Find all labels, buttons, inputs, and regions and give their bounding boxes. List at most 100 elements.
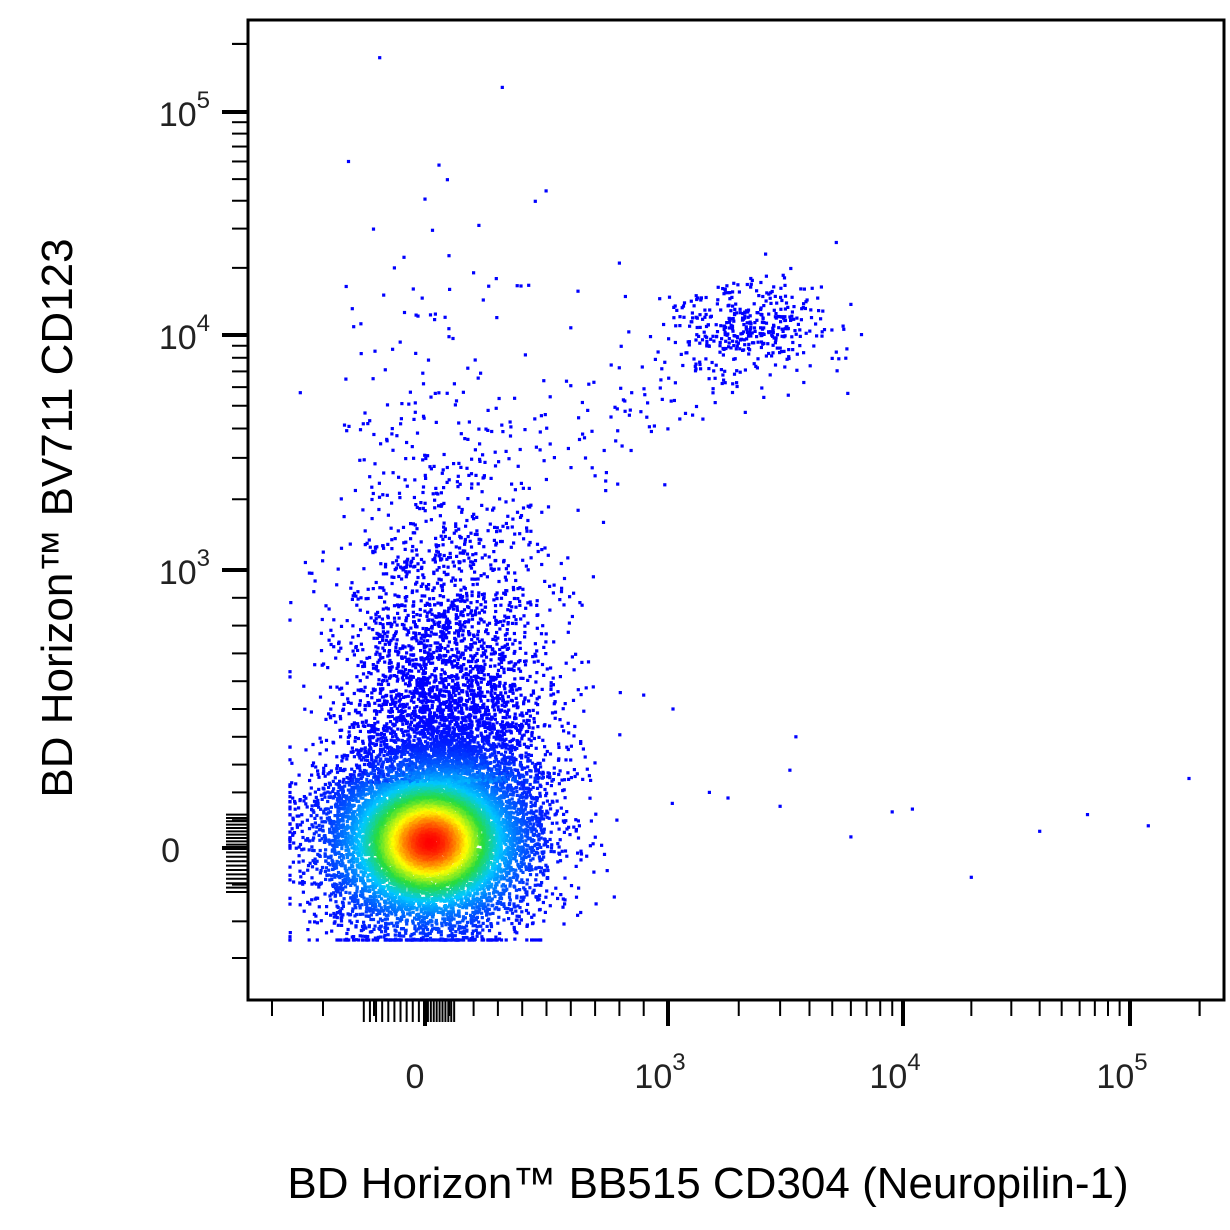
data-point-main [415,589,419,593]
data-point-main [525,878,529,882]
data-point-main [366,587,370,591]
data-point-main [419,566,424,571]
data-point-main [321,824,325,828]
data-point-main [323,869,327,874]
data-point-main [562,729,566,733]
data-point-main [471,667,475,671]
data-point-main [353,736,358,740]
data-point-main [318,838,322,842]
data-point-main [421,582,425,586]
data-point-main [475,709,479,713]
data-point-main [346,927,350,932]
data-point-main [379,562,383,566]
data-point-main [435,649,439,653]
data-point-main [527,725,531,730]
data-point-main [439,899,443,903]
data-point-main [555,821,559,825]
data-point-main [544,632,548,636]
data-point-main [483,720,487,724]
data-point-main [353,903,357,907]
data-point-main [292,880,296,884]
data-point-main [429,644,433,648]
data-point-main [291,796,295,800]
data-point-main [534,746,538,750]
data-point-main [520,910,524,914]
data-point-main [342,897,346,901]
data-point-main [485,913,489,917]
data-point-main [529,800,533,804]
data-point-main [431,818,435,822]
data-point-main [434,823,438,827]
data-point-main [351,878,355,882]
data-point-main [511,721,515,725]
data-point-main [506,906,510,911]
data-point-main [364,787,368,791]
data-point-main [513,532,517,536]
data-point-main [493,450,497,454]
data-point-main [367,626,371,630]
data-point-main [462,657,466,661]
data-point-main [315,813,319,818]
data-point-main [288,795,292,799]
data-point-main [557,742,561,746]
data-point-main [371,887,375,892]
data-point-main [511,585,515,590]
data-point-main [376,920,380,924]
data-point-main [520,796,524,800]
data-point-main [348,891,352,895]
data-point-main [393,928,397,932]
data-point-main [327,785,331,789]
data-point-main [475,529,479,533]
data-point-main [419,667,424,671]
data-point-main [446,911,450,915]
data-point-main [542,873,546,877]
data-point-main [495,696,499,700]
data-point-main [430,228,435,232]
data-point-main [361,912,365,916]
data-point-main [455,480,459,484]
data-point-main [315,921,319,925]
data-point-main [388,658,392,663]
data-point-main [492,735,496,739]
data-point-main [476,647,480,651]
data-point-main [521,880,525,885]
data-point-main [508,825,512,829]
data-point-main [538,430,542,434]
data-point-main [509,660,513,664]
data-point-main [490,689,494,693]
data-point-main [500,836,504,840]
data-point-main [373,619,377,623]
data-point-main [497,915,501,919]
data-point-main [456,722,460,726]
data-point-main [498,627,502,631]
data-point-main [419,636,423,640]
data-point-main [366,701,370,705]
data-point-main [410,669,414,673]
data-point-main [493,664,497,668]
data-point-main [418,613,422,617]
data-point-main [497,880,501,884]
data-point-main [514,821,519,825]
data-point-main [430,624,434,628]
data-point-main [347,848,351,852]
data-point-main [362,781,366,786]
data-point-main [423,749,427,753]
data-point-main [351,855,355,859]
data-point-main [381,678,385,682]
data-point-main [472,888,476,892]
data-point-main [423,910,427,914]
data-point-main [415,908,419,912]
data-point-main [378,759,382,763]
data-point-main [538,448,542,452]
data-point-main [593,761,597,765]
data-point-main [549,687,553,691]
data-point-main [579,852,584,856]
data-point-main [473,559,478,563]
data-point-main [435,716,440,720]
data-point-main [369,860,373,865]
data-point-main [569,466,573,470]
data-point-main [346,841,351,845]
data-point-main [312,836,316,840]
data-point-main [467,851,471,855]
data-point-main [501,723,506,727]
